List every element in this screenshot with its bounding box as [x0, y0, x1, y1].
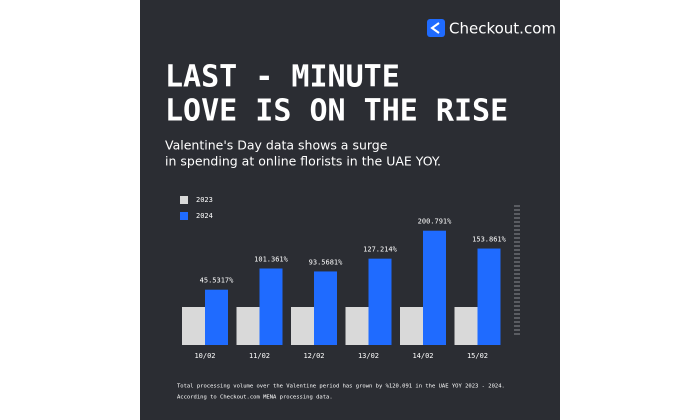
subtitle-line: Valentine's Day data shows a surge — [165, 138, 388, 153]
bar — [259, 268, 283, 345]
value-label: 101.361% — [254, 255, 289, 263]
value-label: 45.5317% — [200, 277, 235, 285]
bar — [423, 230, 446, 345]
title-line: LOVE IS ON THE RISE — [165, 94, 508, 129]
bar — [368, 258, 392, 345]
panel — [140, 0, 560, 420]
x-tick-label: 13/02 — [358, 352, 379, 360]
logo-mark — [430, 22, 440, 34]
value-label: 127.214% — [363, 246, 398, 254]
legend-swatch — [180, 196, 188, 204]
logo-icon — [427, 19, 445, 37]
footnote: Total processing volume over the Valenti… — [177, 384, 505, 390]
legend-label: 2023 — [196, 196, 213, 204]
x-tick-label: 12/02 — [303, 352, 324, 360]
x-tick-label: 11/02 — [249, 352, 270, 360]
bar — [291, 307, 314, 345]
bar — [345, 307, 369, 345]
value-label: 153.861% — [472, 236, 507, 244]
bar — [205, 289, 228, 345]
bar — [236, 307, 260, 345]
brand: Checkout.com — [449, 20, 556, 38]
title-line: LAST - MINUTE — [165, 60, 400, 95]
bar — [314, 271, 337, 345]
bar — [400, 307, 423, 345]
ruler — [514, 205, 520, 335]
x-tick-label: 10/02 — [194, 352, 215, 360]
value-label: 93.5681% — [309, 258, 344, 266]
x-tick-label: 14/02 — [412, 352, 433, 360]
bar — [477, 248, 501, 345]
footnote: According to Checkout.com MENA processin… — [177, 395, 333, 401]
legend-label: 2024 — [196, 212, 213, 220]
bar — [454, 307, 478, 345]
value-label: 200.791% — [418, 218, 453, 226]
bar — [182, 307, 205, 345]
subtitle-line: in spending at online florists in the UA… — [165, 154, 441, 169]
x-tick-label: 15/02 — [467, 352, 488, 360]
legend-swatch — [180, 212, 188, 220]
